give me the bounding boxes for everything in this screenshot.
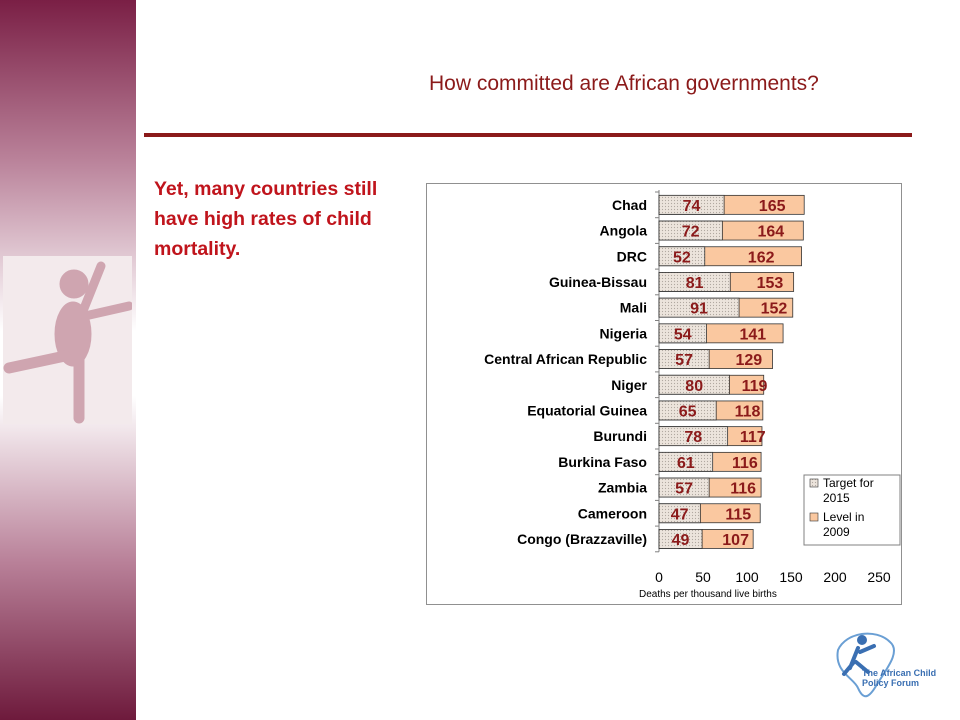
bar-target-2015: [658, 426, 729, 447]
data-label-level: 107: [722, 532, 749, 549]
child-silhouette-image: [3, 256, 134, 424]
data-label-target: 47: [671, 506, 689, 523]
x-tick-label: 150: [779, 569, 803, 585]
data-label-target: 61: [677, 455, 695, 472]
bar-target-2015: [658, 272, 731, 292]
bar-target-2015: [658, 529, 703, 549]
data-label-target: 65: [679, 403, 697, 420]
chart-frame: Chad 74 165 Angola 72 164 DRC 52 162 Guinea-Bissa…: [426, 183, 902, 605]
category-label: Burkina Faso: [558, 454, 647, 470]
legend-swatch-level: [809, 512, 819, 522]
bar-target-2015: [658, 220, 723, 241]
category-label: Zambia: [598, 480, 647, 496]
data-label-target: 72: [682, 224, 700, 241]
acpf-logo-icon: [836, 632, 895, 698]
data-label-target: 81: [686, 275, 704, 292]
category-label: Mali: [620, 300, 647, 316]
category-label: Congo (Brazzaville): [517, 531, 647, 547]
x-axis-label: Deaths per thousand live births: [639, 589, 777, 600]
data-label-target: 91: [690, 301, 708, 318]
bar-target-2015: [658, 503, 701, 524]
data-label-level: 119: [742, 378, 768, 395]
logo-line-2: Policy Forum: [862, 678, 920, 688]
data-label-level: 117: [740, 429, 766, 446]
mortality-bar-chart: Chad 74 165 Angola 72 164 DRC 52 162 Guinea-Bissa…: [484, 190, 901, 600]
bar-target-2015: [658, 323, 707, 344]
data-label-target: 52: [673, 249, 691, 266]
data-label-target: 54: [674, 326, 692, 343]
title-divider: [144, 133, 912, 137]
acpf-logo-text: The African Child Policy Forum: [862, 668, 952, 688]
logo-line-1: The African Child: [862, 668, 937, 678]
bar-target-2015: [658, 349, 710, 369]
x-tick-label: 0: [655, 569, 663, 585]
bar-target-2015: [658, 246, 706, 267]
data-label-target: 57: [675, 481, 693, 498]
category-label: Nigeria: [600, 325, 648, 341]
category-label: Burundi: [593, 428, 647, 444]
x-tick-label: 50: [695, 569, 711, 585]
category-label: Guinea-Bissau: [549, 274, 647, 290]
x-tick-label: 200: [823, 569, 847, 585]
data-label-level: 129: [735, 352, 762, 369]
data-label-level: 115: [725, 506, 751, 523]
category-label: Cameroon: [578, 505, 647, 521]
legend-label: 2015: [823, 491, 850, 505]
bar-target-2015: [658, 400, 717, 421]
data-label-level: 165: [759, 198, 786, 215]
data-label-target: 80: [685, 378, 703, 395]
category-label: Equatorial Guinea: [527, 402, 647, 418]
legend-box: [803, 474, 901, 546]
data-label-target: 78: [684, 429, 702, 446]
legend-label: Level in: [823, 510, 864, 524]
child-silhouette-icon: [3, 261, 134, 424]
category-label: Chad: [612, 197, 647, 213]
data-label-level: 141: [739, 326, 766, 343]
page-title: How committed are African governments?: [429, 72, 819, 95]
data-label-level: 152: [761, 301, 788, 318]
bar-target-2015: [658, 477, 710, 498]
bar-target-2015: [658, 194, 725, 215]
category-label: DRC: [617, 248, 647, 264]
data-label-level: 153: [757, 275, 784, 292]
x-tick-label: 100: [735, 569, 759, 585]
data-label-level: 116: [730, 481, 756, 498]
legend-label: 2009: [823, 525, 850, 539]
subtitle-text: Yet, many countries still have high rate…: [154, 178, 378, 260]
data-label-level: 162: [748, 249, 775, 266]
data-label-level: 116: [732, 455, 758, 472]
data-label-target: 49: [672, 532, 690, 549]
data-label-level: 164: [757, 224, 784, 241]
x-tick-label: 250: [867, 569, 891, 585]
bar-target-2015: [658, 374, 730, 395]
data-label-target: 57: [675, 352, 693, 369]
legend-swatch-target: [809, 478, 819, 488]
legend-label: Target for: [823, 476, 874, 490]
data-label-target: 74: [683, 198, 701, 215]
acpf-logo: [824, 628, 952, 704]
category-label: Niger: [611, 377, 647, 393]
bar-target-2015: [658, 297, 740, 318]
data-label-level: 118: [735, 403, 761, 420]
bar-target-2015: [658, 451, 714, 472]
category-label: Angola: [600, 223, 648, 239]
category-label: Central African Republic: [484, 351, 647, 367]
